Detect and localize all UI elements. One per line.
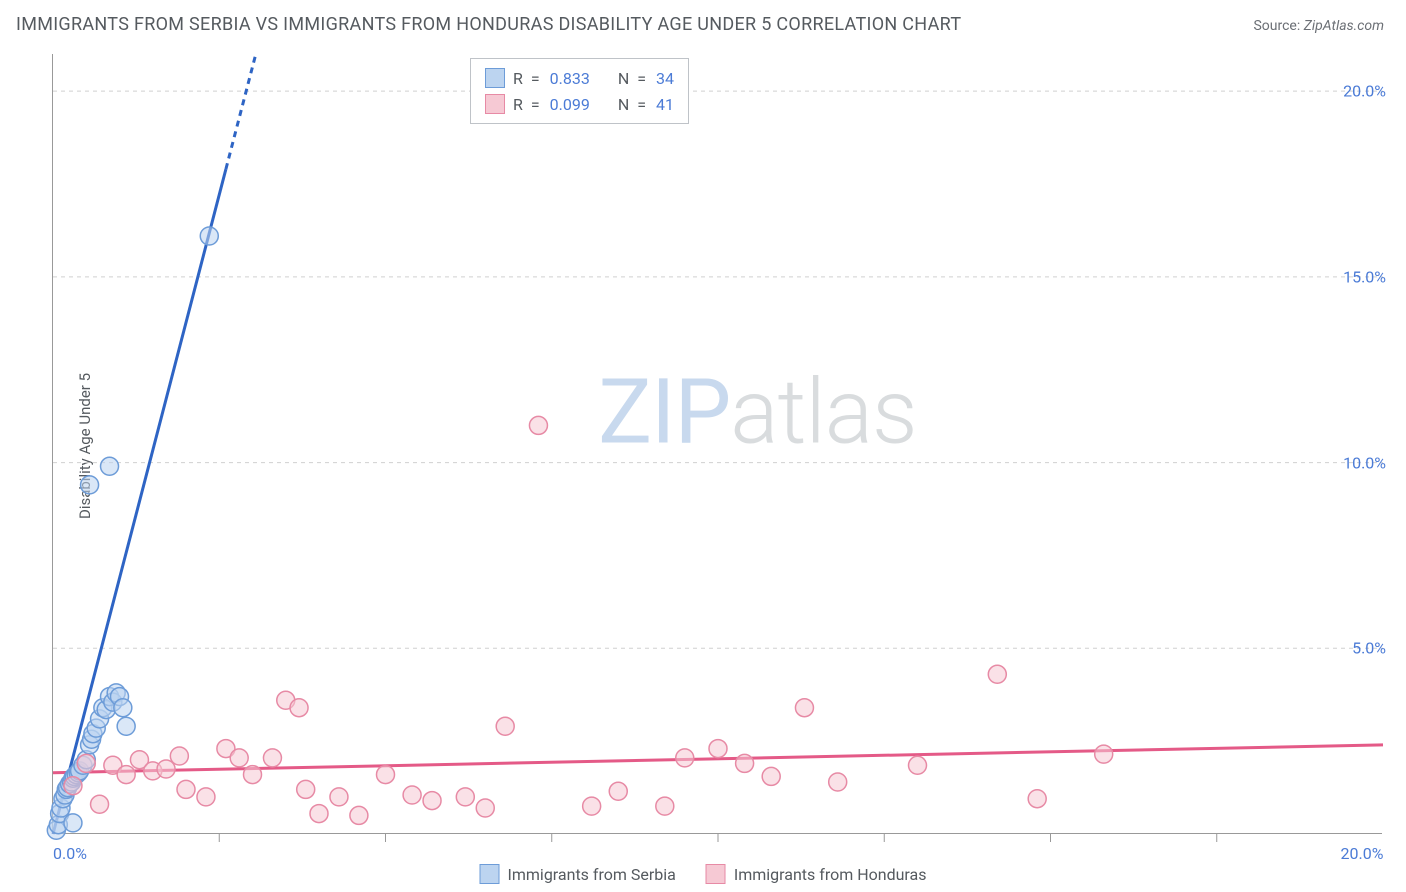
legend-label-serbia: Immigrants from Serbia xyxy=(508,865,676,884)
data-point-pink xyxy=(709,740,727,758)
data-point-pink xyxy=(496,717,514,735)
data-point-blue xyxy=(114,699,132,717)
legend-row-serbia: R = 0.833 N = 34 xyxy=(485,65,674,91)
data-point-pink xyxy=(297,780,315,798)
data-point-pink xyxy=(583,797,601,815)
data-point-pink xyxy=(170,747,188,765)
series-legend: Immigrants from Serbia Immigrants from H… xyxy=(480,864,927,884)
data-point-pink xyxy=(230,749,248,767)
swatch-blue xyxy=(485,68,505,88)
data-point-pink xyxy=(762,767,780,785)
chart-plot-area: ZIPatlas xyxy=(52,54,1382,834)
data-point-pink xyxy=(1028,790,1046,808)
data-point-pink xyxy=(377,766,395,784)
data-point-blue xyxy=(117,717,135,735)
scatter-svg xyxy=(53,54,1382,833)
data-point-pink xyxy=(330,788,348,806)
data-point-pink xyxy=(656,797,674,815)
r-value-honduras: 0.099 xyxy=(550,95,590,114)
source-link[interactable]: ZipAtlas.com xyxy=(1304,18,1384,34)
data-point-blue xyxy=(81,476,99,494)
n-label: N xyxy=(618,95,629,114)
data-point-pink xyxy=(117,766,135,784)
data-point-blue xyxy=(101,457,119,475)
n-value-honduras: 41 xyxy=(656,95,674,114)
data-point-pink xyxy=(91,795,109,813)
data-point-pink xyxy=(177,780,195,798)
swatch-pink xyxy=(485,94,505,114)
data-point-pink xyxy=(829,773,847,791)
data-point-pink xyxy=(736,754,754,772)
r-label: R xyxy=(513,95,523,114)
source-attribution: Source: ZipAtlas.com xyxy=(1253,18,1384,34)
x-tick-end: 20.0% xyxy=(1341,844,1384,863)
data-point-pink xyxy=(456,788,474,806)
legend-item-honduras: Immigrants from Honduras xyxy=(706,864,927,884)
eq: = xyxy=(637,95,646,114)
data-point-pink xyxy=(244,766,262,784)
data-point-pink xyxy=(310,805,328,823)
data-point-pink xyxy=(263,749,281,767)
legend-label-honduras: Immigrants from Honduras xyxy=(734,865,927,884)
data-point-pink xyxy=(795,699,813,717)
data-point-pink xyxy=(197,788,215,806)
data-point-pink xyxy=(350,806,368,824)
eq: = xyxy=(531,95,540,114)
data-point-pink xyxy=(609,782,627,800)
data-point-pink xyxy=(529,416,547,434)
data-point-blue xyxy=(64,814,82,832)
data-point-pink xyxy=(909,756,927,774)
eq: = xyxy=(531,69,540,88)
r-label: R xyxy=(513,69,523,88)
y-tick-label: 10.0% xyxy=(1343,453,1386,472)
n-label: N xyxy=(618,69,629,88)
correlation-legend: R = 0.833 N = 34 R = 0.099 N = 41 xyxy=(470,58,689,124)
x-tick-origin: 0.0% xyxy=(53,844,87,863)
legend-row-honduras: R = 0.099 N = 41 xyxy=(485,91,674,117)
chart-title: IMMIGRANTS FROM SERBIA VS IMMIGRANTS FRO… xyxy=(16,14,961,35)
source-label: Source: xyxy=(1253,18,1300,34)
data-point-pink xyxy=(423,792,441,810)
n-value-serbia: 34 xyxy=(656,69,674,88)
eq: = xyxy=(637,69,646,88)
data-point-pink xyxy=(77,754,95,772)
y-tick-label: 20.0% xyxy=(1343,82,1386,101)
legend-item-serbia: Immigrants from Serbia xyxy=(480,864,676,884)
r-value-serbia: 0.833 xyxy=(550,69,590,88)
data-point-pink xyxy=(64,777,82,795)
swatch-blue xyxy=(480,864,500,884)
data-point-blue xyxy=(200,227,218,245)
y-tick-label: 5.0% xyxy=(1352,639,1386,658)
swatch-pink xyxy=(706,864,726,884)
data-point-pink xyxy=(403,786,421,804)
y-tick-label: 15.0% xyxy=(1343,267,1386,286)
data-point-pink xyxy=(476,799,494,817)
data-point-pink xyxy=(676,749,694,767)
data-point-pink xyxy=(290,699,308,717)
data-point-pink xyxy=(988,665,1006,683)
data-point-pink xyxy=(1095,745,1113,763)
